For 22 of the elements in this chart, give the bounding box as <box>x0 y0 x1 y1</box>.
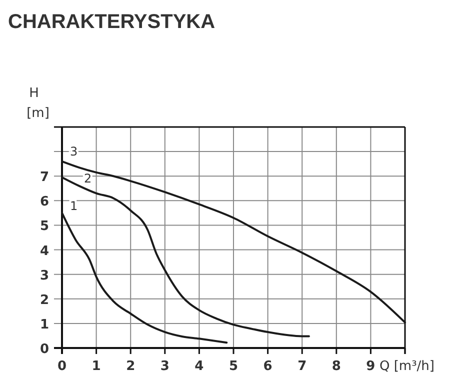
y-tick-label: 2 <box>40 292 49 308</box>
x-tick-label: 1 <box>92 359 101 374</box>
y-axis-title: H [m] <box>26 86 50 121</box>
series-label: 1 <box>70 198 78 213</box>
chart-title: CHARAKTERYSTYKA <box>8 11 216 33</box>
y-tick-label: 5 <box>40 219 49 234</box>
y-tick-label: 3 <box>40 268 49 284</box>
x-tick-label: 3 <box>160 359 170 374</box>
y-tick-label: 1 <box>40 317 49 332</box>
x-tick-label: 5 <box>228 359 238 374</box>
y-tick-label: 7 <box>40 170 49 186</box>
y-tick-label: 6 <box>40 194 49 210</box>
y-tick-label: 0 <box>40 342 49 357</box>
x-tick-label: 9 <box>366 359 376 374</box>
y-tick-label: 4 <box>40 244 49 259</box>
x-axis-title: Q [m³/h] <box>379 359 435 374</box>
x-tick-label: 7 <box>298 359 307 374</box>
x-tick-label: 2 <box>126 359 136 374</box>
x-tick-label: 8 <box>332 359 341 374</box>
x-tick-label: 6 <box>263 359 272 374</box>
x-tick-label: 0 <box>57 359 67 374</box>
x-tick-label: 4 <box>194 359 204 374</box>
